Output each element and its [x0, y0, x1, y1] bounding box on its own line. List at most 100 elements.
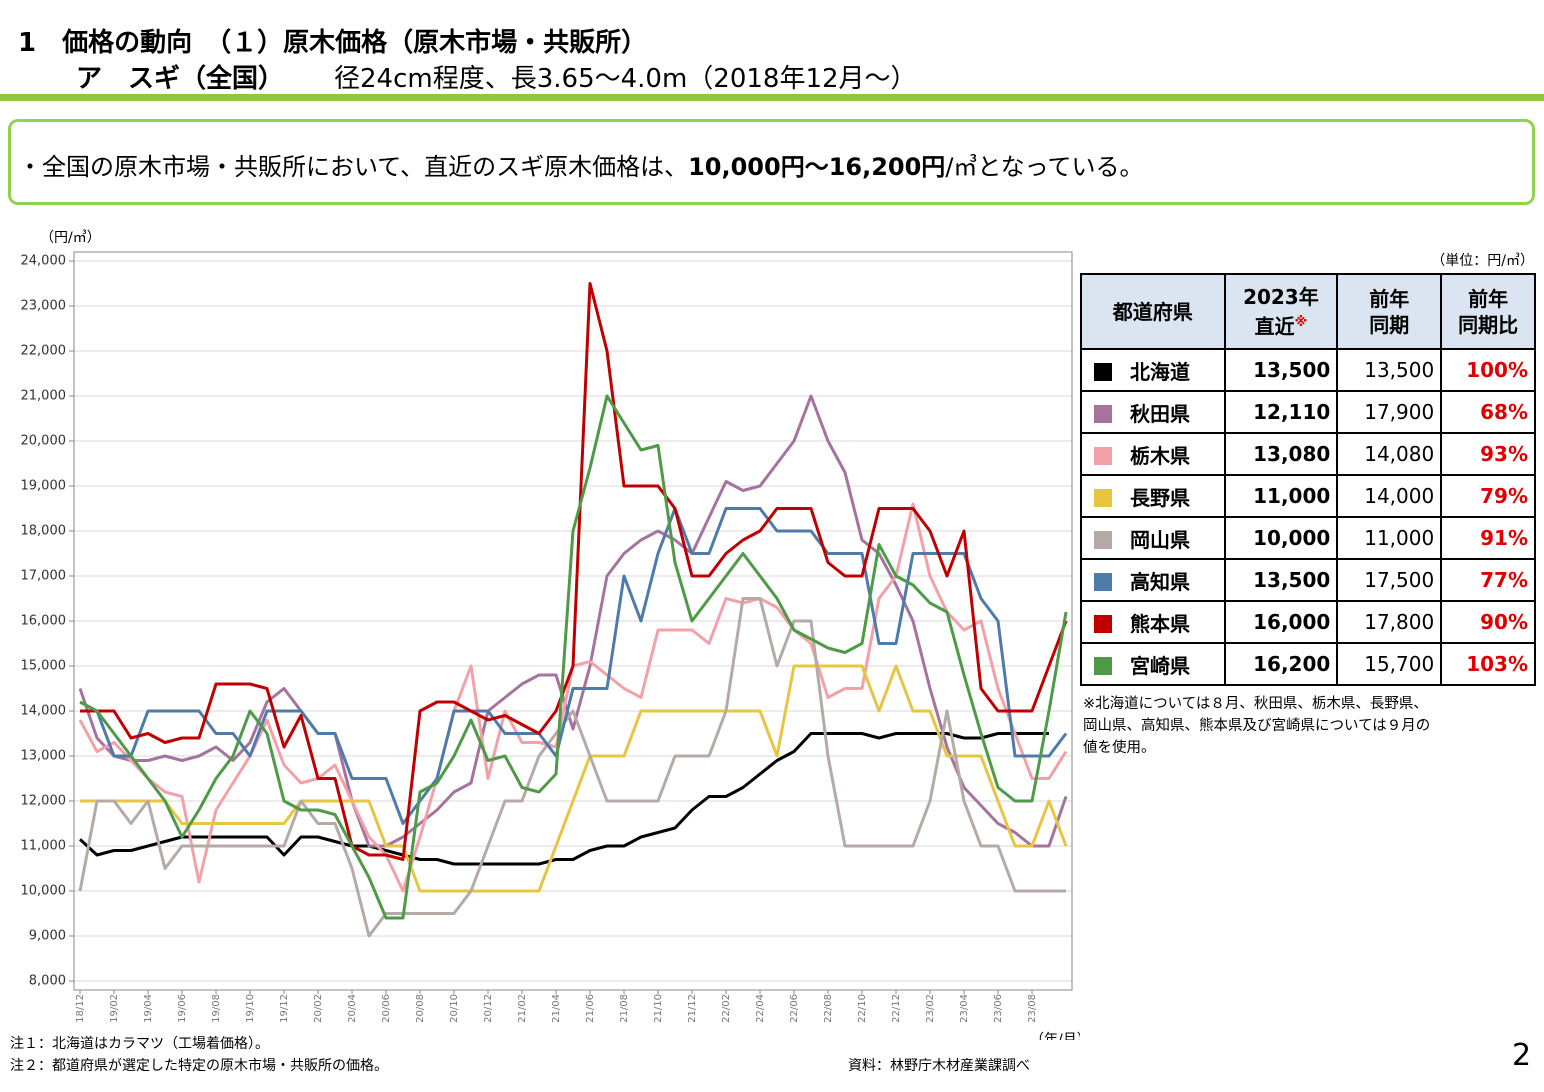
x-tick-label: 22/04	[755, 994, 766, 1023]
y-tick-label: 14,000	[21, 704, 67, 719]
y-tick-label: 18,000	[21, 524, 67, 539]
x-tick-label: 22/02	[721, 994, 732, 1023]
x-tick-label: 20/04	[347, 994, 358, 1023]
table-row: 北海道 13,500 13,500 100%	[1080, 348, 1536, 392]
legend-swatch	[1094, 446, 1112, 465]
table-row: 高知県 13,500 17,500 77%	[1080, 558, 1536, 602]
y-tick-label: 23,000	[21, 299, 67, 314]
prefecture-cell: 岡山県	[1080, 516, 1226, 560]
summary-1: 全国の原木市場・共販所において、直近のスギ原木価格は、	[42, 153, 689, 181]
footnote-line: ※北海道については８月、秋田県、栃木県、長野県、	[1083, 696, 1428, 712]
title-line2b: 径24cm程度、長3.65～4.0m（2018年12月～）	[334, 64, 917, 94]
table-row: 熊本県 16,000 17,800 90%	[1080, 600, 1536, 644]
x-tick-label: 22/10	[857, 994, 868, 1023]
y-tick-label: 13,000	[21, 749, 67, 764]
table-row: 長野県 11,000 14,000 79%	[1080, 474, 1536, 518]
x-unit: （年/月）	[1030, 1032, 1080, 1040]
prefecture-cell: 熊本県	[1080, 600, 1226, 644]
legend-swatch	[1094, 614, 1112, 633]
x-tick-label: 23/08	[1027, 994, 1038, 1023]
x-tick-label: 19/08	[211, 994, 222, 1023]
prefecture-name: 宮崎県	[1130, 653, 1190, 678]
x-tick-label: 18/12	[75, 994, 86, 1023]
prefecture-cell: 長野県	[1080, 474, 1226, 518]
yoy-ratio: 91%	[1440, 516, 1536, 560]
x-tick-label: 20/08	[415, 994, 426, 1023]
table-row: 秋田県 12,110 17,900 68%	[1080, 390, 1536, 434]
prefecture-name: 栃木県	[1130, 443, 1190, 468]
x-tick-label: 21/12	[687, 994, 698, 1023]
header-text: 都道府県	[1112, 299, 1193, 324]
x-tick-label: 22/12	[891, 994, 902, 1023]
title-line2: ア スギ（全国） 径24cm程度、長3.65～4.0m（2018年12月～）	[76, 58, 917, 95]
prefecture-cell: 北海道	[1080, 348, 1226, 392]
x-tick-label: 19/06	[177, 994, 188, 1023]
header-text: 同期比	[1458, 312, 1519, 337]
latest-mark: ※	[1294, 314, 1308, 330]
latest-price: 16,200	[1223, 642, 1339, 686]
latest-price: 13,500	[1223, 558, 1339, 602]
header-text: 前年	[1468, 286, 1509, 311]
prior-year-price: 13,500	[1336, 348, 1443, 392]
y-tick-label: 8,000	[29, 974, 66, 989]
prior-year-price: 15,700	[1336, 642, 1443, 686]
header-cell: 前年 同期比	[1440, 273, 1536, 350]
header-cell: 都道府県	[1080, 273, 1226, 350]
series-line	[80, 282, 1068, 861]
series-line	[78, 732, 1049, 866]
prior-year-price: 14,080	[1336, 432, 1443, 476]
yoy-ratio: 77%	[1440, 558, 1536, 602]
table-row: 宮崎県 16,200 15,700 103%	[1080, 642, 1536, 686]
prior-year-price: 14,000	[1336, 474, 1443, 518]
x-tick-label: 20/06	[381, 994, 392, 1023]
latest-price: 13,080	[1223, 432, 1339, 476]
footnote-line: 値を使用。	[1083, 740, 1156, 756]
y-tick-label: 12,000	[21, 794, 67, 809]
latest-price: 13,500	[1223, 348, 1339, 392]
latest-price: 11,000	[1223, 474, 1339, 518]
header-cell: 2023年 直近※	[1223, 273, 1339, 350]
x-tick-label: 20/10	[449, 994, 460, 1023]
chart: （円/㎥） （年/月） 8,000 9,000 10,000 11,000 12,000…	[21, 230, 1081, 1040]
y-tick-label: 20,000	[21, 434, 67, 449]
x-tick-label: 19/02	[109, 994, 120, 1023]
prefecture-name: 岡山県	[1130, 527, 1190, 552]
y-tick-label: 24,000	[21, 254, 67, 269]
x-tick-label: 19/12	[279, 994, 290, 1023]
y-unit: （円/㎥）	[40, 230, 101, 246]
y-tick-label: 15,000	[21, 659, 67, 674]
table-row: 岡山県 10,000 11,000 91%	[1080, 516, 1536, 560]
header-text: 同期	[1369, 312, 1410, 337]
series-line	[79, 394, 1068, 920]
y-tick-label: 17,000	[21, 569, 67, 584]
yoy-ratio: 68%	[1440, 390, 1536, 434]
prefecture-cell: 栃木県	[1080, 432, 1226, 476]
summary-2: /㎥となっている。	[945, 153, 1144, 181]
y-tick-label: 21,000	[21, 389, 67, 404]
series-line	[78, 597, 1066, 938]
prefecture-cell: 高知県	[1080, 558, 1226, 602]
legend-swatch	[1094, 362, 1112, 381]
legend-swatch	[1094, 488, 1112, 507]
latest-price: 10,000	[1223, 516, 1339, 560]
table-unit: （単位：円/㎥）	[1431, 253, 1534, 269]
source: 資料：林野庁木材産業課調べ	[848, 1058, 1030, 1074]
note-2: 注２：都道府県が選定した特定の原木市場・共販所の価格。	[10, 1058, 388, 1074]
bullet: ・	[18, 153, 42, 181]
legend-swatch	[1094, 530, 1112, 549]
x-tick-label: 21/04	[551, 994, 562, 1023]
prefecture-cell: 宮崎県	[1080, 642, 1226, 686]
prefecture-name: 秋田県	[1130, 401, 1190, 426]
yoy-ratio: 93%	[1440, 432, 1536, 476]
price-table: 都道府県 2023年 直近※ 前年 同期 前年 同期比 北海道 13,500 13,500 100%…	[1080, 273, 1536, 686]
yoy-ratio: 100%	[1440, 348, 1536, 392]
latest-price: 16,000	[1223, 600, 1339, 644]
x-tick-label: 21/10	[653, 994, 664, 1023]
header-text: 前年	[1369, 286, 1410, 311]
prior-year-price: 17,800	[1336, 600, 1443, 644]
note-1: 注１：北海道はカラマツ（工場着価格）。	[10, 1036, 269, 1052]
plot-frame	[73, 251, 1073, 991]
summary-box	[8, 119, 1535, 205]
prefecture-name: 長野県	[1130, 485, 1190, 510]
header-cell: 前年 同期	[1336, 273, 1443, 350]
